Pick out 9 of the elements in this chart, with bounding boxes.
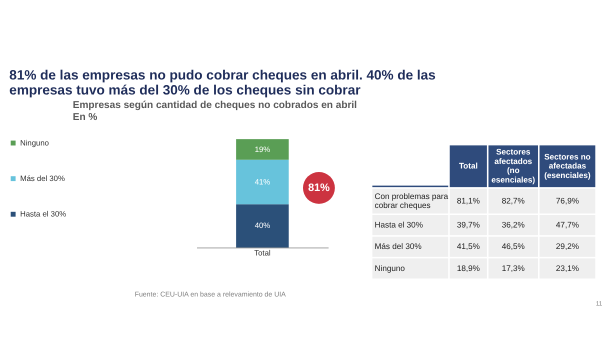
chart-subtitle: Empresas según cantidad de cheques no cobrados en abril En % xyxy=(72,100,358,123)
data-label: 41% xyxy=(254,177,270,186)
legend-label: Hasta el 30% xyxy=(20,210,66,219)
chart-title: 81% de las empresas no pudo cobrar cheques en abril. 40% de las empresas tuvo más del 30% de los cheques sin cobrar xyxy=(9,68,436,98)
data-label: 40% xyxy=(254,221,270,230)
text: 81% xyxy=(308,182,330,194)
legend-label: Ninguno xyxy=(20,138,49,148)
data-label: 19% xyxy=(254,144,270,154)
legend-label: Más del 30% xyxy=(20,174,65,183)
